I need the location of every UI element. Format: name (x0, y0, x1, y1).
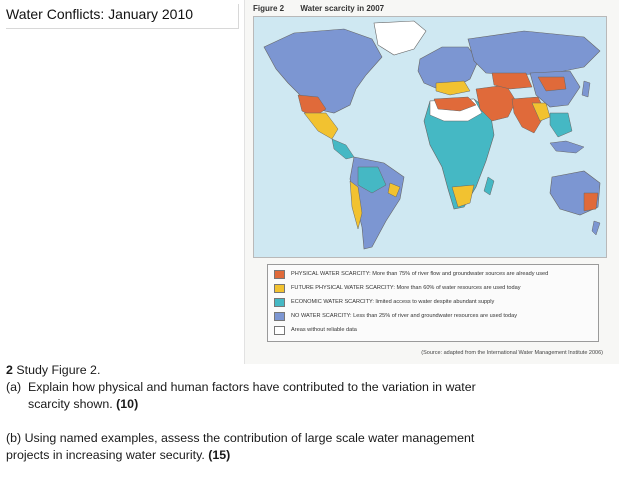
part-a-marks: (10) (116, 397, 139, 411)
water-scarcity-map (253, 16, 607, 258)
region-madagascar (483, 176, 495, 196)
region-southern-africa (451, 184, 475, 208)
question-part-a: (a) Explain how physical and human facto… (6, 379, 616, 396)
legend-label: FUTURE PHYSICAL WATER SCARCITY: More tha… (291, 285, 521, 291)
figure-title: Water scarcity in 2007 (300, 4, 385, 13)
question-heading: 2 Study Figure 2. (6, 362, 616, 379)
question-intro: Study Figure 2. (16, 363, 101, 377)
region-central-america (331, 138, 355, 160)
legend-swatch (274, 297, 285, 307)
region-north-asia (467, 30, 601, 76)
legend-label: PHYSICAL WATER SCARCITY: More than 75% o… (291, 271, 549, 277)
part-a-text-line-2: scarcity shown. (28, 397, 113, 411)
legend-item-physical: PHYSICAL WATER SCARCITY: More than 75% o… (274, 268, 548, 280)
part-a-label: (a) (6, 380, 22, 394)
legend-item-none: NO WATER SCARCITY: Less than 25% of rive… (274, 310, 517, 322)
region-mexico (303, 112, 339, 140)
region-north-america (263, 28, 383, 114)
legend-label: Areas without reliable data (291, 327, 357, 333)
region-indonesia (549, 140, 585, 154)
region-new-zealand (591, 220, 601, 236)
spacer (6, 413, 616, 430)
slide-title: Water Conflicts: January 2010 (6, 4, 239, 29)
legend-swatch (274, 325, 285, 335)
region-north-africa-physical (433, 96, 477, 112)
part-b-marks: (15) (208, 448, 231, 462)
region-japan (581, 80, 591, 98)
legend-swatch (274, 311, 285, 321)
region-greenland (373, 20, 427, 56)
legend-item-economic: ECONOMIC WATER SCARCITY: limited access … (274, 296, 494, 308)
region-brazil-northeast (387, 182, 401, 198)
region-mediterranean (435, 80, 471, 96)
figure-heading: Figure 2 Water scarcity in 2007 (253, 4, 384, 13)
question-block: 2 Study Figure 2. (a) Explain how physic… (6, 362, 616, 464)
legend-label: NO WATER SCARCITY: Less than 25% of rive… (291, 313, 518, 319)
region-north-china (537, 76, 567, 92)
world-map-graphic (263, 20, 601, 250)
figure-number: Figure 2 (253, 4, 285, 13)
figure-source: (Source: adapted from the International … (421, 350, 603, 356)
legend-item-future: FUTURE PHYSICAL WATER SCARCITY: More tha… (274, 282, 521, 294)
part-a-text-line-1: Explain how physical and human factors h… (28, 380, 476, 394)
legend-swatch (274, 283, 285, 293)
region-south-america-economic (357, 166, 387, 194)
legend-swatch (274, 269, 285, 279)
part-b-text-line-2: projects in increasing water security. (6, 448, 205, 462)
figure-panel: Figure 2 Water scarcity in 2007 (244, 0, 619, 364)
region-southeast-asia (549, 112, 573, 138)
question-number: 2 (6, 363, 13, 377)
region-peru-chile (349, 180, 363, 230)
region-central-asia (491, 72, 533, 90)
part-b-text-line-1: (b) Using named examples, assess the con… (6, 431, 475, 445)
map-legend: PHYSICAL WATER SCARCITY: More than 75% o… (267, 264, 599, 342)
question-part-a-continued: scarcity shown. (10) (6, 396, 616, 413)
legend-item-no-data: Areas without reliable data (274, 324, 357, 336)
question-part-b: (b) Using named examples, assess the con… (6, 430, 616, 447)
question-part-b-continued: projects in increasing water security. (… (6, 447, 616, 464)
legend-label: ECONOMIC WATER SCARCITY: limited access … (291, 299, 495, 305)
region-australia-southeast (583, 192, 599, 212)
